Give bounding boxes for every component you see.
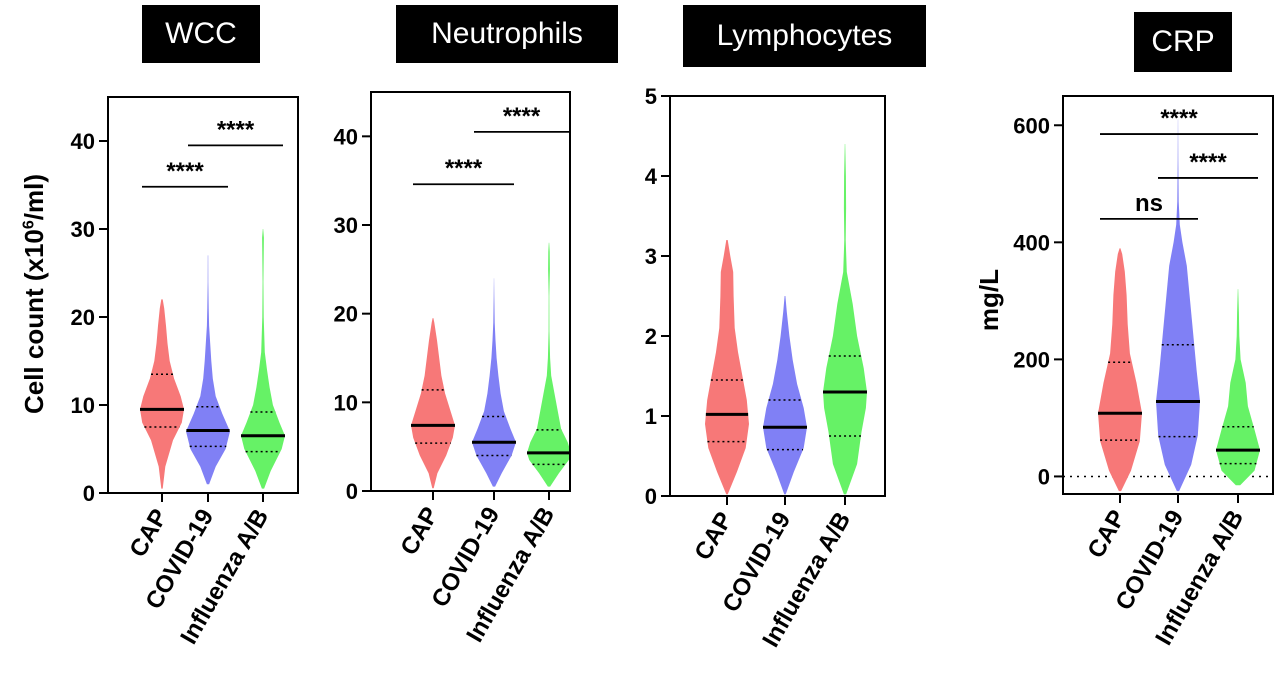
panel-title-crp: CRP bbox=[1134, 12, 1232, 72]
significance-label: ns bbox=[1135, 190, 1163, 217]
y-tick-label: 40 bbox=[71, 129, 95, 154]
y-tick-label: 1 bbox=[645, 404, 657, 429]
significance-label: **** bbox=[1189, 149, 1227, 176]
y-tick-label: 0 bbox=[645, 484, 657, 509]
y-tick-label: 200 bbox=[1013, 347, 1050, 372]
panel-title-neutrophils: Neutrophils bbox=[396, 5, 618, 63]
violin-2 bbox=[1216, 289, 1260, 486]
x-tick-label: CAP bbox=[689, 508, 738, 565]
significance-label: **** bbox=[166, 158, 204, 185]
x-tick-label: CAP bbox=[1082, 506, 1131, 563]
y-tick-label: 0 bbox=[83, 481, 95, 506]
plot-frame bbox=[669, 95, 886, 497]
y-tick-label: 5 bbox=[645, 84, 657, 109]
significance-label: **** bbox=[217, 116, 255, 143]
significance-label: **** bbox=[445, 155, 483, 182]
y-tick-label: 2 bbox=[645, 324, 657, 349]
y-tick-label: 10 bbox=[334, 390, 358, 415]
violin-0 bbox=[411, 318, 455, 489]
y-tick-label: 3 bbox=[645, 244, 657, 269]
violin-0 bbox=[140, 299, 184, 489]
y-tick-label: 10 bbox=[71, 393, 95, 418]
x-tick-label: CAP bbox=[395, 503, 444, 560]
x-tick-label: CAP bbox=[124, 505, 173, 562]
plot-frame bbox=[370, 91, 571, 492]
plot-frame bbox=[107, 96, 299, 494]
y-tick-label: 40 bbox=[334, 124, 358, 149]
panel-title-wcc: WCC bbox=[142, 5, 260, 63]
y-tick-label: 20 bbox=[334, 302, 358, 327]
y-tick-label: 0 bbox=[346, 479, 358, 504]
y-tick-label: 400 bbox=[1013, 230, 1050, 255]
violin-2 bbox=[241, 229, 285, 489]
significance-label: **** bbox=[1160, 105, 1198, 132]
violin-1 bbox=[763, 296, 807, 495]
violin-2 bbox=[823, 144, 867, 495]
violin-1 bbox=[186, 255, 230, 485]
y-tick-label: 30 bbox=[334, 213, 358, 238]
violin-2 bbox=[527, 242, 571, 487]
panel-title-lymphocytes: Lymphocytes bbox=[683, 5, 926, 67]
violin-0 bbox=[705, 240, 749, 495]
violin-1 bbox=[1156, 119, 1200, 492]
y-tick-label: 4 bbox=[645, 164, 658, 189]
y-tick-label: 30 bbox=[71, 217, 95, 242]
violin-0 bbox=[1098, 248, 1142, 492]
significance-label: **** bbox=[503, 103, 541, 130]
y-tick-label: 20 bbox=[71, 305, 95, 330]
y-tick-label: 0 bbox=[1038, 464, 1050, 489]
y-tick-label: 600 bbox=[1013, 113, 1050, 138]
violin-1 bbox=[472, 278, 516, 487]
plot-frame bbox=[1062, 95, 1274, 495]
